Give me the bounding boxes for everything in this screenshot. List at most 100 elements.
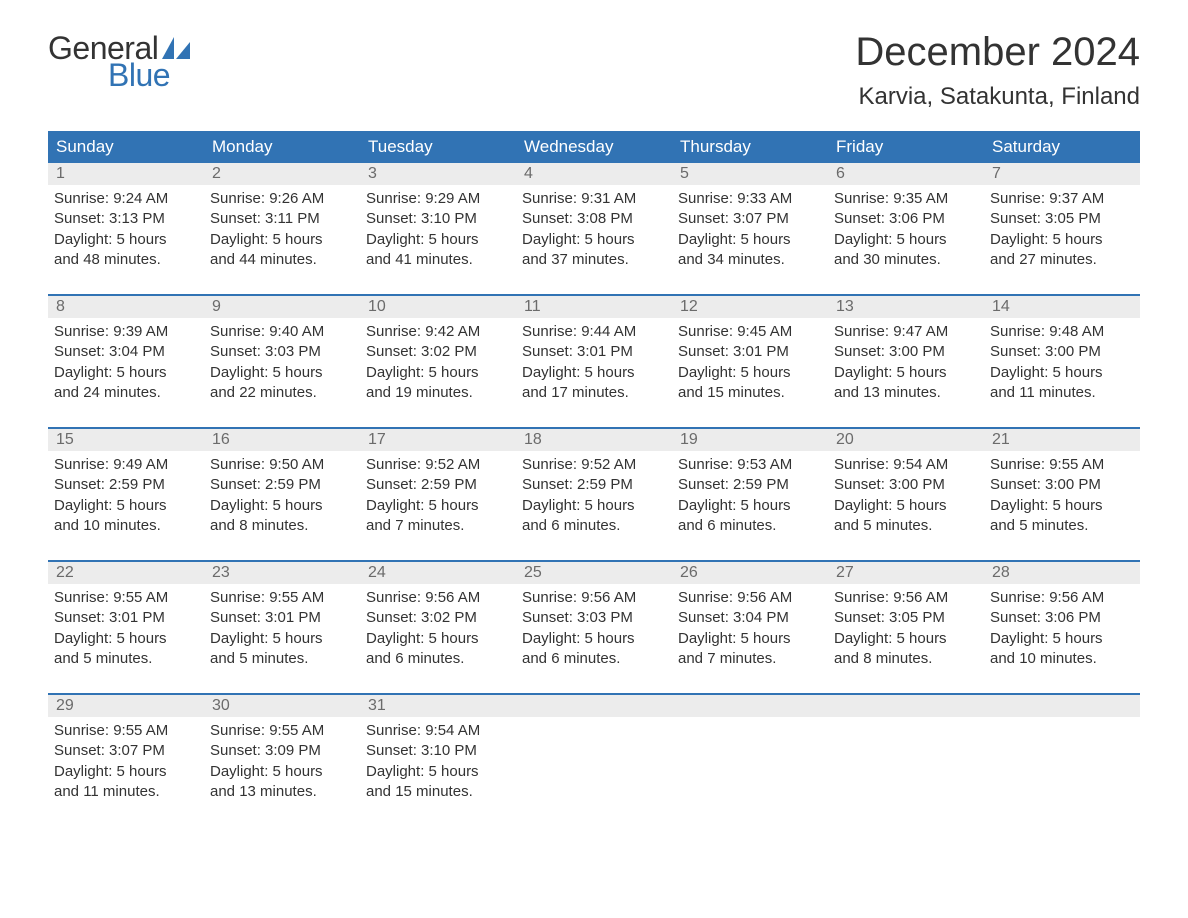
week-row: 22Sunrise: 9:55 AMSunset: 3:01 PMDayligh…: [48, 560, 1140, 693]
day-number: 14: [984, 296, 1140, 318]
sunrise-line: Sunrise: 9:54 AM: [834, 455, 978, 475]
day-body: Sunrise: 9:56 AMSunset: 3:05 PMDaylight:…: [828, 584, 984, 669]
day-number: 1: [48, 163, 204, 185]
daylight-line-2: and 5 minutes.: [210, 649, 354, 669]
daylight-line-1: Daylight: 5 hours: [210, 496, 354, 516]
day-number: 29: [48, 695, 204, 717]
day-cell: 8Sunrise: 9:39 AMSunset: 3:04 PMDaylight…: [48, 296, 204, 427]
day-number: 18: [516, 429, 672, 451]
day-body: Sunrise: 9:56 AMSunset: 3:03 PMDaylight:…: [516, 584, 672, 669]
sunset-line: Sunset: 2:59 PM: [54, 475, 198, 495]
weekday-row: SundayMondayTuesdayWednesdayThursdayFrid…: [48, 131, 1140, 163]
daylight-line-2: and 15 minutes.: [678, 383, 822, 403]
sunrise-line: Sunrise: 9:24 AM: [54, 189, 198, 209]
day-body: Sunrise: 9:54 AMSunset: 3:10 PMDaylight:…: [360, 717, 516, 802]
sunset-line: Sunset: 3:05 PM: [834, 608, 978, 628]
calendar: SundayMondayTuesdayWednesdayThursdayFrid…: [48, 131, 1140, 826]
logo-word-blue: Blue: [108, 57, 170, 94]
daylight-line-2: and 10 minutes.: [54, 516, 198, 536]
day-body: Sunrise: 9:29 AMSunset: 3:10 PMDaylight:…: [360, 185, 516, 270]
sunrise-line: Sunrise: 9:26 AM: [210, 189, 354, 209]
day-body: Sunrise: 9:55 AMSunset: 3:07 PMDaylight:…: [48, 717, 204, 802]
sunset-line: Sunset: 3:10 PM: [366, 741, 510, 761]
day-body: Sunrise: 9:24 AMSunset: 3:13 PMDaylight:…: [48, 185, 204, 270]
sunset-line: Sunset: 3:00 PM: [990, 342, 1134, 362]
daylight-line-1: Daylight: 5 hours: [834, 496, 978, 516]
week-row: 15Sunrise: 9:49 AMSunset: 2:59 PMDayligh…: [48, 427, 1140, 560]
daylight-line-1: Daylight: 5 hours: [522, 363, 666, 383]
sunrise-line: Sunrise: 9:55 AM: [54, 588, 198, 608]
day-cell: 4Sunrise: 9:31 AMSunset: 3:08 PMDaylight…: [516, 163, 672, 294]
day-body: Sunrise: 9:31 AMSunset: 3:08 PMDaylight:…: [516, 185, 672, 270]
daylight-line-1: Daylight: 5 hours: [366, 629, 510, 649]
daylight-line-1: Daylight: 5 hours: [366, 230, 510, 250]
day-body: Sunrise: 9:56 AMSunset: 3:04 PMDaylight:…: [672, 584, 828, 669]
weekday-saturday: Saturday: [984, 131, 1140, 163]
daylight-line-1: Daylight: 5 hours: [54, 496, 198, 516]
daylight-line-2: and 17 minutes.: [522, 383, 666, 403]
sunrise-line: Sunrise: 9:37 AM: [990, 189, 1134, 209]
sunrise-line: Sunrise: 9:39 AM: [54, 322, 198, 342]
daylight-line-1: Daylight: 5 hours: [210, 629, 354, 649]
location: Karvia, Satakunta, Finland: [855, 83, 1140, 111]
day-body: Sunrise: 9:56 AMSunset: 3:02 PMDaylight:…: [360, 584, 516, 669]
day-cell: 2Sunrise: 9:26 AMSunset: 3:11 PMDaylight…: [204, 163, 360, 294]
month-title: December 2024: [855, 30, 1140, 75]
sunrise-line: Sunrise: 9:55 AM: [210, 588, 354, 608]
day-number-empty: [672, 695, 828, 717]
day-body: Sunrise: 9:49 AMSunset: 2:59 PMDaylight:…: [48, 451, 204, 536]
day-cell: 13Sunrise: 9:47 AMSunset: 3:00 PMDayligh…: [828, 296, 984, 427]
weeks-container: 1Sunrise: 9:24 AMSunset: 3:13 PMDaylight…: [48, 163, 1140, 826]
day-number: 7: [984, 163, 1140, 185]
sunset-line: Sunset: 3:01 PM: [54, 608, 198, 628]
weekday-monday: Monday: [204, 131, 360, 163]
day-number: 25: [516, 562, 672, 584]
day-number: 24: [360, 562, 516, 584]
daylight-line-1: Daylight: 5 hours: [678, 496, 822, 516]
day-cell: 19Sunrise: 9:53 AMSunset: 2:59 PMDayligh…: [672, 429, 828, 560]
day-body: Sunrise: 9:55 AMSunset: 3:00 PMDaylight:…: [984, 451, 1140, 536]
sunset-line: Sunset: 3:02 PM: [366, 342, 510, 362]
sunrise-line: Sunrise: 9:53 AM: [678, 455, 822, 475]
daylight-line-2: and 44 minutes.: [210, 250, 354, 270]
weekday-friday: Friday: [828, 131, 984, 163]
day-cell: 16Sunrise: 9:50 AMSunset: 2:59 PMDayligh…: [204, 429, 360, 560]
title-block: December 2024 Karvia, Satakunta, Finland: [855, 30, 1140, 111]
day-cell: 3Sunrise: 9:29 AMSunset: 3:10 PMDaylight…: [360, 163, 516, 294]
sunset-line: Sunset: 3:00 PM: [834, 342, 978, 362]
sunset-line: Sunset: 3:06 PM: [834, 209, 978, 229]
sunset-line: Sunset: 3:07 PM: [678, 209, 822, 229]
sunrise-line: Sunrise: 9:55 AM: [210, 721, 354, 741]
sunset-line: Sunset: 3:07 PM: [54, 741, 198, 761]
day-cell: 1Sunrise: 9:24 AMSunset: 3:13 PMDaylight…: [48, 163, 204, 294]
day-cell: 27Sunrise: 9:56 AMSunset: 3:05 PMDayligh…: [828, 562, 984, 693]
sunrise-line: Sunrise: 9:56 AM: [834, 588, 978, 608]
sunrise-line: Sunrise: 9:55 AM: [990, 455, 1134, 475]
daylight-line-2: and 11 minutes.: [54, 782, 198, 802]
day-cell: 11Sunrise: 9:44 AMSunset: 3:01 PMDayligh…: [516, 296, 672, 427]
daylight-line-1: Daylight: 5 hours: [210, 762, 354, 782]
daylight-line-1: Daylight: 5 hours: [678, 230, 822, 250]
day-cell: 26Sunrise: 9:56 AMSunset: 3:04 PMDayligh…: [672, 562, 828, 693]
day-number: 12: [672, 296, 828, 318]
daylight-line-1: Daylight: 5 hours: [210, 230, 354, 250]
day-body: Sunrise: 9:44 AMSunset: 3:01 PMDaylight:…: [516, 318, 672, 403]
sunrise-line: Sunrise: 9:45 AM: [678, 322, 822, 342]
sunset-line: Sunset: 2:59 PM: [366, 475, 510, 495]
daylight-line-1: Daylight: 5 hours: [990, 230, 1134, 250]
daylight-line-1: Daylight: 5 hours: [210, 363, 354, 383]
sunset-line: Sunset: 2:59 PM: [678, 475, 822, 495]
day-body: Sunrise: 9:55 AMSunset: 3:01 PMDaylight:…: [48, 584, 204, 669]
day-cell: [672, 695, 828, 826]
sunset-line: Sunset: 3:04 PM: [54, 342, 198, 362]
day-number: 5: [672, 163, 828, 185]
day-cell: 22Sunrise: 9:55 AMSunset: 3:01 PMDayligh…: [48, 562, 204, 693]
day-cell: 21Sunrise: 9:55 AMSunset: 3:00 PMDayligh…: [984, 429, 1140, 560]
sunset-line: Sunset: 2:59 PM: [522, 475, 666, 495]
day-number: 4: [516, 163, 672, 185]
sunset-line: Sunset: 2:59 PM: [210, 475, 354, 495]
day-body: Sunrise: 9:48 AMSunset: 3:00 PMDaylight:…: [984, 318, 1140, 403]
logo: General Blue: [48, 30, 192, 94]
day-number: 2: [204, 163, 360, 185]
day-number-empty: [984, 695, 1140, 717]
